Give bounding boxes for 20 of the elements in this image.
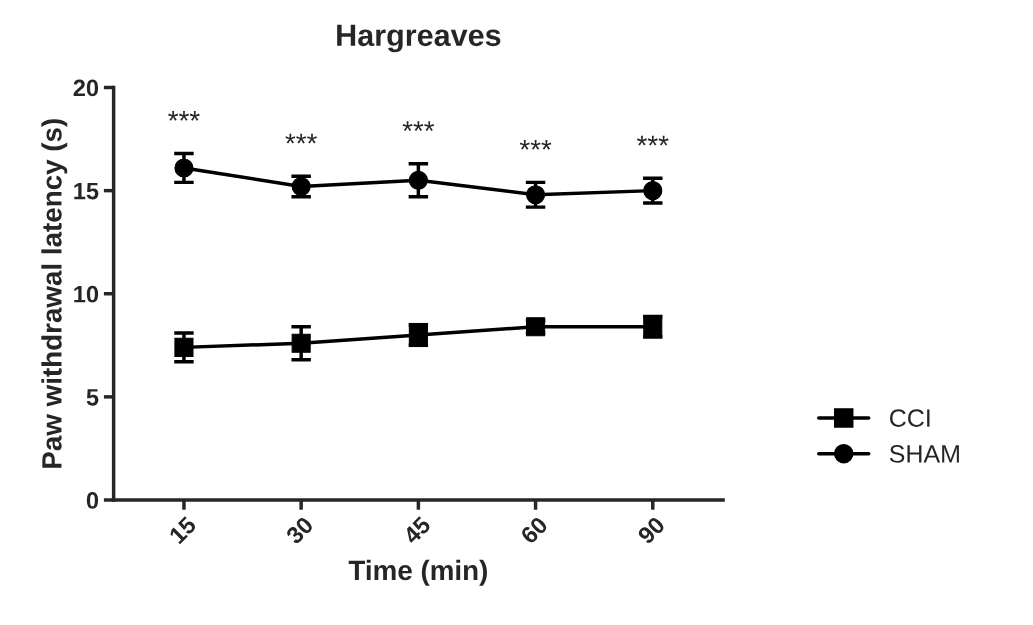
x-tick-label: 90 [636,515,666,545]
annotation: *** [402,121,435,132]
annotation: *** [519,139,552,150]
y-tick-label: 20 [73,79,99,97]
annotation: *** [637,135,669,146]
x-tick-label: 45 [402,515,432,546]
x-axis-title: Time (min) [348,559,487,586]
y-tick-label: 15 [74,182,99,200]
legend-label: CCI [890,409,930,427]
annotation: *** [285,133,317,144]
x-tick-label: 30 [284,515,315,546]
annotation: *** [168,111,200,121]
x-tick-label: 60 [519,515,549,545]
y-tick-label: 5 [86,389,99,406]
chart-title: Hargreaves [337,24,501,53]
x-tick-label: 15 [168,515,198,545]
legend-label: SHAM [889,445,959,463]
y-tick-label: 10 [74,285,99,303]
y-tick-label: 0 [86,492,99,509]
y-axis-title: Paw withdrawal latency (s) [41,119,68,468]
